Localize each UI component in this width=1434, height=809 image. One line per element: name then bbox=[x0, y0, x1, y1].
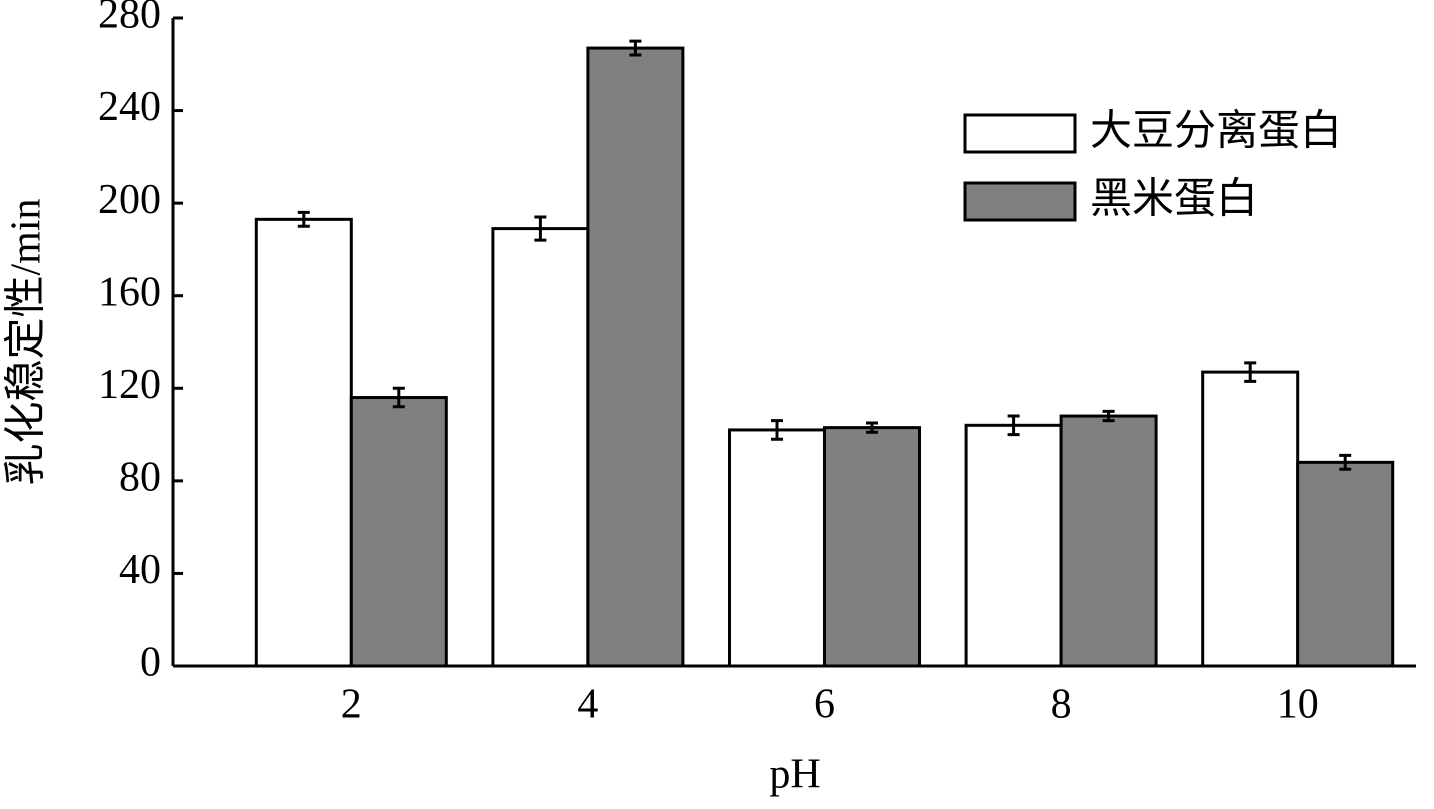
legend-label: 大豆分离蛋白 bbox=[1090, 108, 1342, 155]
x-tick-label: 4 bbox=[577, 682, 598, 728]
y-tick-label: 80 bbox=[119, 454, 161, 500]
bar bbox=[728, 428, 826, 668]
legend-label: 黑米蛋白 bbox=[1090, 177, 1258, 223]
y-tick-label: 40 bbox=[119, 547, 161, 593]
x-tick-label: 6 bbox=[814, 682, 835, 728]
error-bar bbox=[771, 419, 783, 441]
bar bbox=[964, 423, 1063, 668]
bar bbox=[586, 46, 685, 668]
error-bar bbox=[1007, 414, 1020, 437]
y-tick-label: 160 bbox=[98, 269, 161, 315]
bar bbox=[491, 227, 590, 668]
bar bbox=[1201, 370, 1300, 668]
error-bar bbox=[1244, 361, 1257, 383]
y-tick-label: 0 bbox=[140, 640, 161, 686]
error-bar bbox=[629, 39, 642, 57]
x-tick-label: 10 bbox=[1277, 682, 1319, 728]
error-bar bbox=[392, 386, 405, 409]
y-tick-label: 280 bbox=[98, 0, 161, 38]
legend-swatch bbox=[963, 113, 1077, 154]
x-tick-label: 2 bbox=[341, 682, 362, 728]
error-bar bbox=[866, 421, 878, 434]
y-axis-label: 乳化稳定性/min bbox=[3, 198, 50, 485]
bar bbox=[1059, 414, 1158, 668]
bar bbox=[1296, 460, 1395, 668]
error-bar bbox=[1102, 409, 1115, 423]
error-bar bbox=[297, 210, 310, 228]
x-axis-label: pH bbox=[769, 752, 820, 798]
bar bbox=[823, 426, 921, 668]
y-tick-label: 120 bbox=[98, 362, 161, 408]
error-bar bbox=[1339, 453, 1352, 471]
bar bbox=[349, 396, 448, 668]
y-tick-label: 240 bbox=[98, 84, 161, 130]
error-bar bbox=[534, 215, 547, 242]
bar bbox=[254, 217, 353, 668]
y-tick-label: 200 bbox=[98, 177, 161, 223]
legend-swatch bbox=[963, 181, 1077, 222]
x-tick-label: 8 bbox=[1051, 682, 1072, 728]
